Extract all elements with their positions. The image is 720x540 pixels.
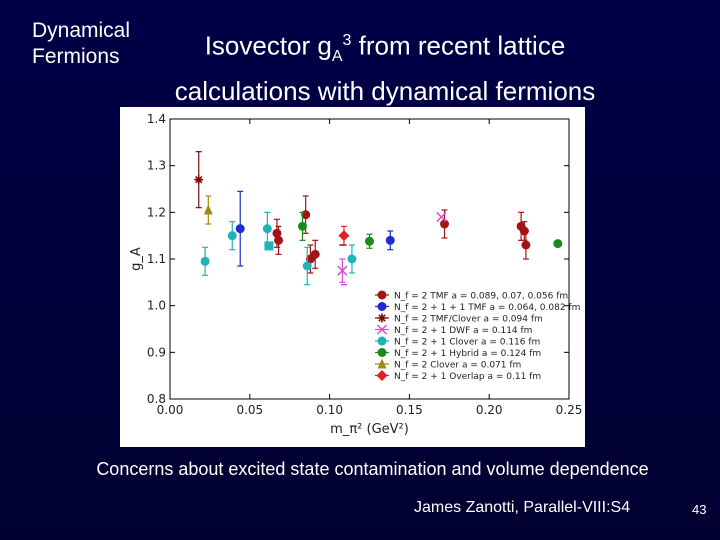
y-tick-label: 1.0 [147,299,166,313]
data-point [436,211,447,223]
side-label-line1: Dynamical [32,19,131,42]
legend-label: N_f = 2 TMF a = 0.089, 0.07, 0.056 fm [394,292,568,302]
legend-marker [377,348,387,357]
data-point [440,219,450,229]
data-point [521,240,531,250]
legend-marker [377,336,387,346]
legend-label: N_f = 2 + 1 Hybrid a = 0.124 fm [394,349,541,359]
title-text-b: from recent lattice [351,30,566,61]
legend-marker [377,313,387,323]
data-point [310,249,320,259]
y-tick-label: 1.2 [147,205,166,219]
legend-marker [376,370,388,381]
data-point [347,254,357,264]
x-tick-label: 0.20 [476,403,503,417]
footer-note: Concerns about excited state contaminati… [96,459,649,479]
data-point [262,224,272,234]
extra-mark [264,241,274,251]
author-credit: James Zanotti, Parallel-VIII:S4 [414,499,631,516]
y-tick-label: 0.9 [147,345,166,359]
data-point [272,228,282,238]
x-tick-label: 0.10 [316,403,343,417]
data-point [200,256,210,266]
legend-marker [376,324,388,335]
data-point [337,265,348,276]
legend-marker [377,290,387,300]
data-point [203,204,213,215]
data-point [227,231,237,241]
y-tick-label: 1.4 [147,112,166,126]
legend-label: N_f = 2 + 1 Clover a = 0.116 fm [394,338,540,348]
data-point [553,239,563,249]
y-tick-label: 1.3 [147,159,166,173]
chart-panel: N_f = 2 TMF a = 0.089, 0.07, 0.056 fm N_f… [120,107,585,447]
data-point [274,235,284,245]
data-point [385,235,395,245]
legend-label: N_f = 2 TMF/Clover a = 0.094 fm [394,315,543,325]
y-tick-label: 0.8 [147,392,166,406]
title-superscript: 3 [342,32,352,49]
legend-label: N_f = 2 + 1 DWF a = 0.114 fm [394,326,532,336]
x-tick-label: 0.05 [236,403,263,417]
data-point [338,230,350,242]
y-tick-label: 1.1 [147,252,166,266]
legend-label: N_f = 2 + 1 + 1 TMF a = 0.064, 0.082 fm [394,303,580,313]
legend-label: N_f = 2 Clover a = 0.071 fm [394,361,521,371]
title-line1: Isovector gA3 from recent lattice [150,24,620,74]
title-subscript: A [331,47,343,65]
page-number: 43 [692,502,707,517]
data-point [235,224,245,234]
side-label: Dynamical Fermions [32,18,130,70]
legend-label: N_f = 2 + 1 Overlap a = 0.11 fm [394,372,541,382]
x-tick-label: 0.25 [556,403,583,417]
data-point [297,221,307,231]
scatter-chart: N_f = 2 TMF a = 0.089, 0.07, 0.056 fmN_f… [129,112,583,437]
data-point [365,236,374,246]
data-point [302,261,312,271]
slide-title: Isovector gA3 from recent lattice calcul… [150,24,620,108]
x-tick-label: 0.00 [157,403,184,417]
x-axis-label: m_π² (GeV²) [330,422,409,437]
x-tick-label: 0.15 [396,403,423,417]
y-axis-label: g_A [129,247,144,271]
side-label-line2: Fermions [32,45,120,68]
legend-marker [377,302,387,311]
title-line2: calculations with dynamical fermions [174,75,596,106]
data-point [194,175,204,185]
legend-marker [377,358,387,369]
title-text-a: Isovector g [204,30,332,61]
